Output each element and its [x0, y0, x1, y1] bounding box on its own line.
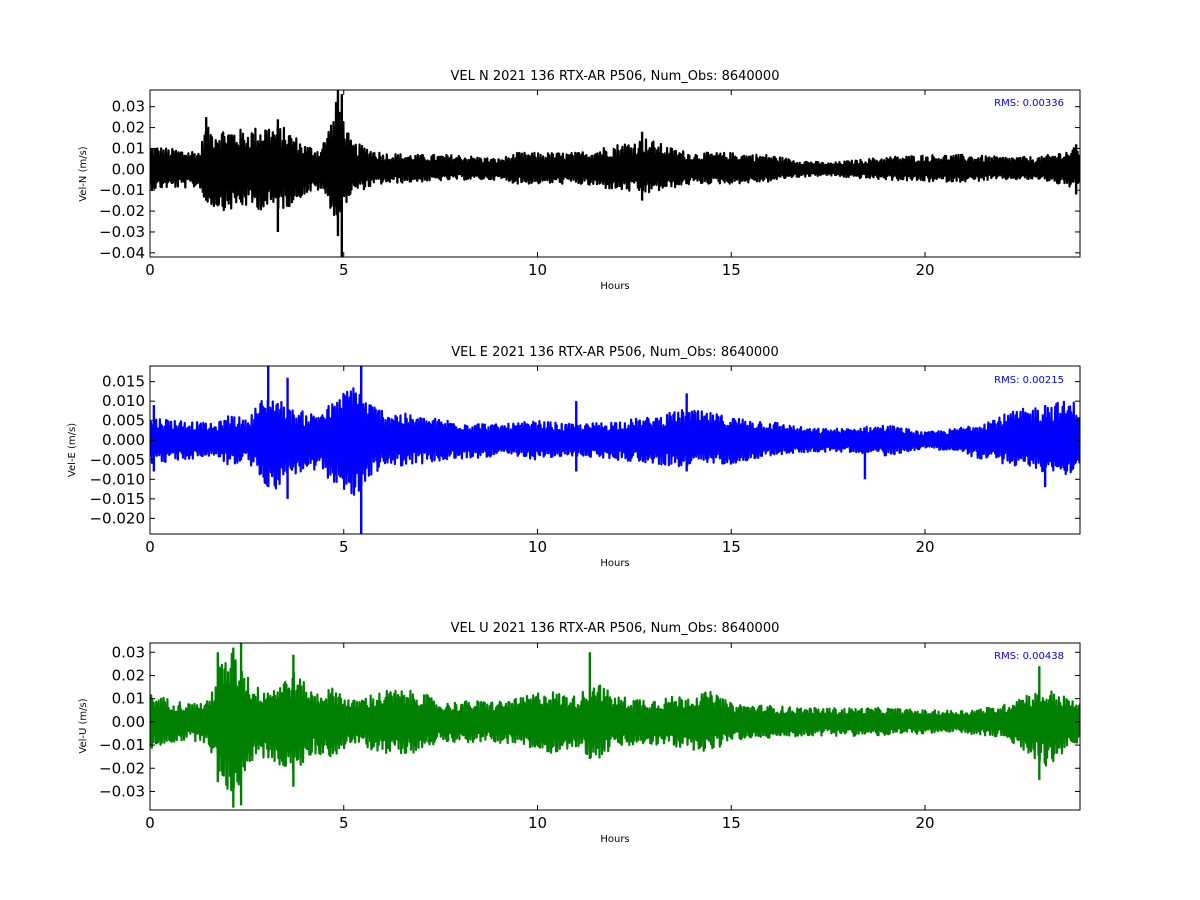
chart-title-vel-u: VEL U 2021 136 RTX-AR P506, Num_Obs: 864…: [451, 621, 780, 636]
y-tick-label-vel-e-0: 0.015: [102, 373, 145, 391]
y-tick-label-vel-e-6: −0.015: [89, 490, 145, 508]
y-tick-label-vel-e-4: −0.005: [89, 451, 145, 469]
chart-title-vel-n: VEL N 2021 136 RTX-AR P506, Num_Obs: 864…: [451, 69, 780, 84]
x-tick-label-vel-u-0: 0: [145, 814, 155, 832]
y-tick-label-vel-e-3: 0.000: [102, 431, 145, 449]
series-line-vel-u: [150, 652, 1080, 792]
panel-vel-u: VEL U 2021 136 RTX-AR P506, Num_Obs: 864…: [78, 621, 1080, 845]
x-tick-label-vel-e-0: 0: [145, 538, 155, 556]
y-tick-label-vel-e-7: −0.020: [89, 509, 145, 527]
y-tick-label-vel-u-6: −0.03: [99, 782, 145, 800]
y-tick-label-vel-n-2: 0.01: [112, 139, 145, 157]
y-tick-label-vel-n-4: −0.01: [99, 181, 145, 199]
x-tick-label-vel-u-1: 5: [339, 814, 349, 832]
y-tick-label-vel-e-1: 0.010: [102, 392, 145, 410]
y-tick-label-vel-n-3: 0.00: [112, 160, 145, 178]
x-tick-label-vel-e-3: 15: [722, 538, 741, 556]
x-tick-label-vel-n-4: 20: [915, 261, 934, 279]
x-tick-label-vel-u-2: 10: [528, 814, 547, 832]
axes-frame-vel-n: [149, 89, 1081, 258]
x-tick-label-vel-u-3: 15: [722, 814, 741, 832]
x-tick-label-vel-n-3: 15: [722, 261, 741, 279]
x-tick-label-vel-n-0: 0: [145, 261, 155, 279]
x-tick-label-vel-e-1: 5: [339, 538, 349, 556]
panel-vel-e: VEL E 2021 136 RTX-AR P506, Num_Obs: 864…: [67, 345, 1080, 569]
y-tick-label-vel-n-1: 0.02: [112, 119, 145, 137]
x-axis-label-vel-n: Hours: [600, 281, 629, 292]
chart-title-vel-e: VEL E 2021 136 RTX-AR P506, Num_Obs: 864…: [451, 345, 778, 360]
annotation-rms-vel-e: RMS: 0.00215: [994, 375, 1064, 386]
y-tick-label-vel-n-5: −0.02: [99, 202, 145, 220]
y-axis-label-vel-u: Vel-U (m/s): [78, 698, 89, 753]
y-tick-label-vel-n-6: −0.03: [99, 223, 145, 241]
y-tick-label-vel-u-1: 0.02: [112, 666, 145, 684]
annotation-rms-vel-u: RMS: 0.00438: [994, 651, 1064, 662]
y-tick-label-vel-u-4: −0.01: [99, 736, 145, 754]
x-tick-label-vel-u-4: 20: [915, 814, 934, 832]
y-tick-label-vel-u-2: 0.01: [112, 690, 145, 708]
axes-frame-vel-e: [149, 365, 1081, 535]
series-line-vel-n: [150, 101, 1080, 219]
y-tick-label-vel-u-0: 0.03: [112, 643, 145, 661]
y-axis-label-vel-n: Vel-N (m/s): [78, 146, 89, 201]
plot-area-vel-e: [150, 366, 1080, 534]
plot-area-vel-u: [150, 643, 1080, 808]
x-axis-label-vel-u: Hours: [600, 834, 629, 845]
x-axis-label-vel-e: Hours: [600, 558, 629, 569]
annotation-rms-vel-n: RMS: 0.00336: [994, 98, 1064, 109]
series-line-vel-e: [150, 387, 1080, 496]
y-tick-label-vel-e-2: 0.005: [102, 412, 145, 430]
x-tick-label-vel-e-2: 10: [528, 538, 547, 556]
x-tick-label-vel-n-1: 5: [339, 261, 349, 279]
y-tick-label-vel-u-5: −0.02: [99, 759, 145, 777]
y-tick-label-vel-e-5: −0.010: [89, 470, 145, 488]
x-tick-label-vel-e-4: 20: [915, 538, 934, 556]
y-tick-label-vel-n-7: −0.04: [99, 244, 145, 262]
y-axis-label-vel-e: Vel-E (m/s): [67, 423, 78, 477]
y-tick-label-vel-n-0: 0.03: [112, 98, 145, 116]
x-tick-label-vel-n-2: 10: [528, 261, 547, 279]
axes-frame-vel-u: [149, 642, 1081, 811]
y-tick-label-vel-u-3: 0.00: [112, 713, 145, 731]
